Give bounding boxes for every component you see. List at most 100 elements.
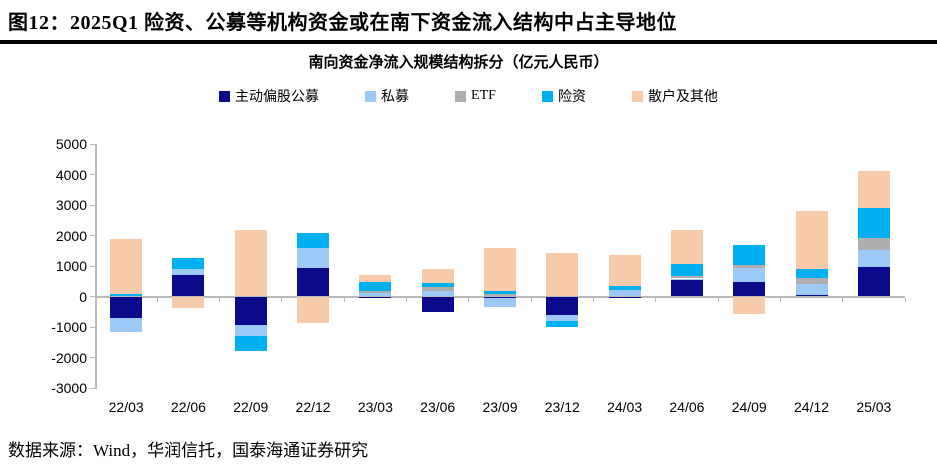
bar-segment — [172, 275, 205, 297]
bar-segment — [297, 233, 330, 248]
legend-label: 私募 — [381, 90, 410, 105]
legend-label: 险资 — [557, 90, 586, 105]
legend-swatch-icon — [541, 90, 553, 102]
x-axis-tick — [717, 297, 719, 302]
bar-segment — [546, 296, 579, 315]
bar-segment — [297, 247, 330, 268]
bar-segment — [234, 229, 267, 297]
x-axis-tick — [592, 297, 594, 302]
x-axis-label: 22/09 — [233, 399, 269, 415]
x-axis-label: 23/03 — [357, 399, 393, 415]
y-axis-label: 0 — [79, 288, 87, 305]
y-axis-label: -3000 — [51, 380, 87, 396]
y-axis-tick — [90, 174, 95, 175]
bar-segment — [608, 254, 641, 287]
x-axis-label: 24/09 — [731, 399, 767, 415]
bar-segment — [546, 320, 579, 327]
y-axis-line — [95, 144, 97, 389]
bar-segment — [795, 269, 828, 278]
bar-segment — [359, 292, 392, 297]
bar-segment — [110, 296, 143, 318]
bar-segment — [421, 287, 454, 292]
legend-item: 散户及其他 — [631, 86, 718, 106]
y-axis-tick — [90, 235, 95, 236]
x-axis-tick — [281, 297, 283, 302]
x-axis-label: 24/06 — [669, 399, 705, 415]
y-axis-label: 3000 — [55, 197, 87, 213]
bar-segment — [359, 296, 392, 299]
bar-segment — [733, 268, 766, 282]
legend-swatch-icon — [455, 90, 467, 102]
y-axis-tick — [90, 143, 95, 145]
bar-segment — [795, 277, 828, 285]
bar-segment — [421, 269, 454, 284]
legend-item: ETF — [455, 88, 496, 104]
bar-segment — [484, 291, 516, 295]
chart-legend: 主动偏股公募 私募 ETF 险资 散户及其他 — [0, 86, 937, 106]
bar-segment — [172, 296, 205, 309]
legend-swatch-icon — [365, 90, 377, 102]
bar-segment — [172, 258, 205, 270]
x-axis-tick — [219, 297, 221, 302]
x-axis-label: 23/12 — [544, 399, 580, 415]
bar-segment — [857, 208, 890, 239]
bar-segment — [733, 265, 766, 269]
bar-segment — [484, 296, 516, 299]
y-axis-label: -2000 — [51, 349, 87, 366]
x-axis-tick — [94, 297, 96, 302]
bar-segment — [857, 249, 890, 268]
bar-segment — [421, 283, 454, 288]
bar-segment — [421, 296, 454, 313]
bar-segment — [234, 324, 267, 337]
x-axis-label: 24/03 — [607, 399, 643, 415]
x-axis-tick — [156, 297, 158, 302]
bar-segment — [546, 253, 579, 297]
y-axis-label: 1000 — [55, 258, 87, 274]
bar-segment — [234, 336, 267, 352]
bar-segment — [608, 296, 641, 299]
bar-segment — [110, 293, 143, 297]
bar-segment — [608, 286, 641, 290]
x-axis-label: 23/09 — [482, 399, 518, 415]
x-axis-tick — [530, 297, 532, 302]
bar-segment — [484, 294, 516, 297]
x-axis-tick — [406, 297, 408, 302]
bar-segment — [857, 238, 890, 250]
x-axis-tick — [468, 297, 470, 302]
data-source: 数据来源：Wind，华润信托，国泰海通证券研究 — [8, 441, 369, 460]
legend-item: 主动偏股公募 — [219, 86, 319, 106]
bar-segment — [857, 171, 890, 209]
legend-label: 散户及其他 — [647, 90, 718, 105]
x-axis-tick — [343, 297, 345, 302]
bar-segment — [670, 276, 703, 279]
legend-swatch-icon — [631, 90, 643, 102]
bar-segment — [359, 274, 392, 282]
x-axis-label: 24/12 — [794, 399, 830, 415]
bar-segment — [608, 289, 641, 297]
x-axis-tick — [655, 297, 657, 302]
legend-item: 险资 — [541, 86, 586, 106]
bar-segment — [546, 314, 579, 321]
x-axis-label: 23/06 — [420, 399, 456, 415]
y-axis-tick — [90, 265, 95, 267]
x-axis-label: 22/12 — [295, 399, 331, 415]
bar-segment — [795, 284, 828, 295]
bar-segment — [172, 269, 205, 276]
y-axis-tick — [90, 357, 95, 358]
x-axis-tick — [842, 297, 844, 302]
y-axis-tick — [90, 296, 95, 297]
y-axis-label: 2000 — [55, 227, 87, 244]
chart-title: 南向资金净流入规模结构拆分（亿元人民币） — [308, 55, 609, 71]
bar-segment — [670, 280, 703, 297]
bar-segment — [795, 211, 828, 270]
x-axis-label: 22/03 — [108, 399, 144, 415]
bar-segment — [110, 317, 143, 332]
y-axis-label: -1000 — [51, 319, 87, 335]
y-axis-label: 4000 — [55, 166, 87, 183]
bar-segment — [234, 296, 267, 325]
bar-segment — [484, 298, 516, 307]
legend-label: ETF — [471, 88, 496, 103]
legend-swatch-icon — [219, 90, 231, 102]
x-axis-label: 25/03 — [856, 399, 892, 415]
bar-segment — [795, 294, 828, 297]
